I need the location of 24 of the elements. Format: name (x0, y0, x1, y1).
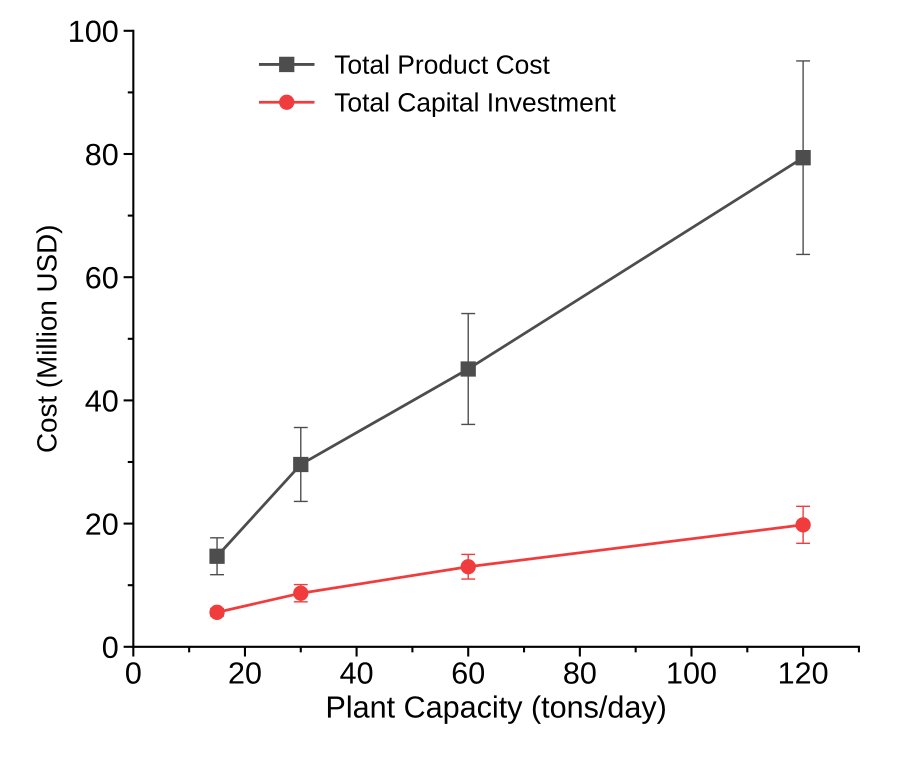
x-tick-label: 60 (452, 662, 484, 684)
x-axis-title: Plant Capacity (tons/day) (328, 695, 665, 724)
point (209, 604, 225, 620)
y-tick-label: 60 (86, 266, 118, 289)
legend-label: Total Capital Investment (334, 92, 616, 117)
y-tick-label: 20 (86, 513, 118, 535)
x-tick-label: 20 (230, 662, 261, 684)
point (293, 456, 308, 472)
point (795, 150, 811, 166)
x-tick-label: 40 (340, 662, 372, 684)
x-tick-label: 100 (668, 662, 716, 684)
x-tick-label: 120 (780, 662, 828, 684)
y-tick-label: 100 (70, 20, 118, 42)
y-tick-label: 0 (102, 636, 118, 658)
point (460, 361, 476, 377)
y-tick-label: 40 (85, 390, 118, 412)
point (209, 548, 225, 564)
legend-label: Total Product Cost (334, 54, 550, 74)
y-tick-label: 80 (86, 144, 118, 166)
y-axis-title: Cost (Million USD) (36, 226, 62, 452)
point (460, 559, 476, 574)
x-tick-label: 80 (564, 662, 596, 684)
x-tick-label: 0 (126, 662, 141, 684)
point (795, 517, 811, 532)
